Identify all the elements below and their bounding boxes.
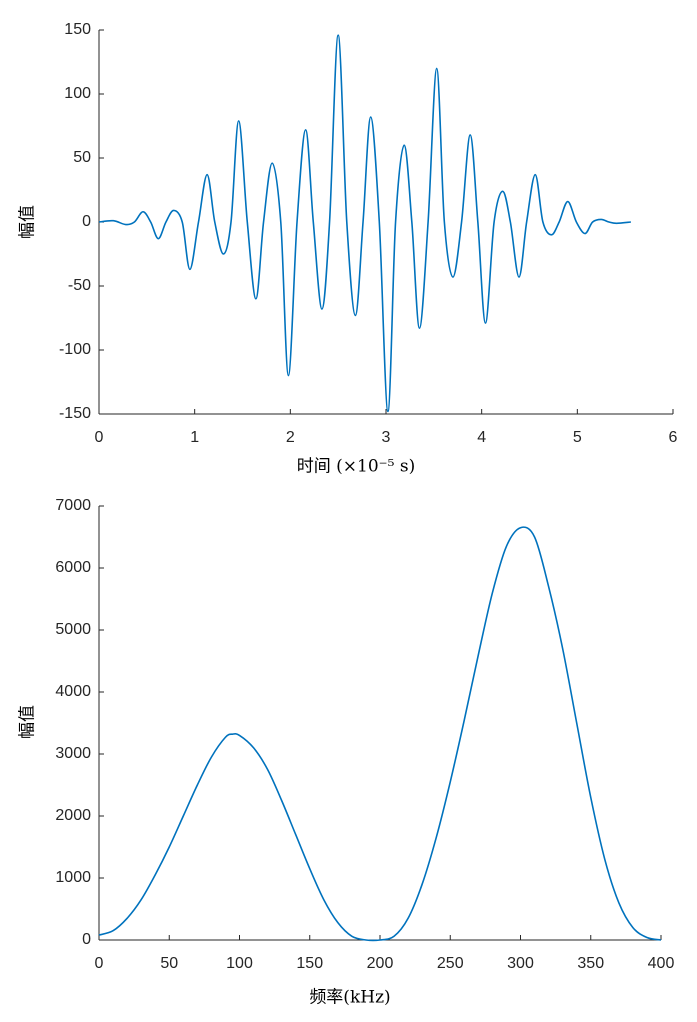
x-tick-label: 5	[573, 429, 582, 446]
y-tick-label: 7000	[55, 497, 91, 514]
x-tick-label: 3	[382, 429, 391, 446]
x-axis-label: 频率(kHz)	[309, 988, 390, 1008]
x-tick-label: 6	[669, 429, 678, 446]
x-tick-label: 0	[95, 955, 104, 972]
x-tick-label: 300	[507, 955, 534, 972]
y-tick-label: 2000	[55, 807, 91, 824]
x-tick-label: 100	[226, 955, 253, 972]
x-tick-label: 0	[95, 429, 104, 446]
y-tick-label: -100	[59, 341, 91, 358]
y-axis-label: 幅值	[18, 705, 38, 739]
y-axis-label: 幅值	[18, 205, 38, 239]
y-tick-label: 0	[82, 213, 91, 230]
y-tick-label: 100	[64, 85, 91, 102]
y-tick-label: 1000	[55, 869, 91, 886]
y-tick-label: 4000	[55, 683, 91, 700]
x-tick-label: 250	[437, 955, 464, 972]
x-tick-label: 200	[367, 955, 394, 972]
x-tick-label: 50	[160, 955, 178, 972]
x-tick-label: 400	[648, 955, 675, 972]
y-tick-label: 3000	[55, 745, 91, 762]
x-tick-label: 4	[477, 429, 486, 446]
y-tick-label: 150	[64, 21, 91, 38]
y-tick-label: 6000	[55, 559, 91, 576]
y-tick-label: -150	[59, 405, 91, 422]
x-tick-label: 2	[286, 429, 295, 446]
y-tick-label: 0	[82, 931, 91, 948]
x-axis-label: 时间 (×10⁻⁵ s)	[297, 457, 415, 477]
x-tick-label: 350	[577, 955, 604, 972]
y-tick-label: -50	[68, 277, 91, 294]
x-tick-label: 150	[296, 955, 323, 972]
data-line	[98, 34, 631, 413]
data-line	[98, 526, 662, 942]
x-tick-label: 1	[190, 429, 199, 446]
y-tick-label: 50	[73, 149, 91, 166]
y-tick-label: 5000	[55, 621, 91, 638]
